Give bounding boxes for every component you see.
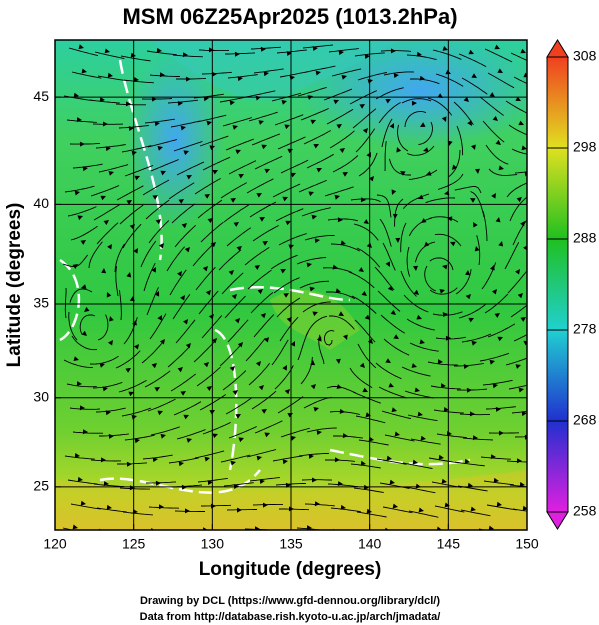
y-tick-label: 45 — [33, 88, 49, 104]
x-tick-label: 150 — [515, 536, 539, 552]
colorbar-label: 268 — [573, 412, 597, 428]
x-tick-label: 130 — [201, 536, 225, 552]
x-tick-label: 140 — [358, 536, 382, 552]
footer-line: Data from http://database.rish.kyoto-u.a… — [140, 611, 441, 623]
streamlines — [62, 44, 527, 530]
colorbar-cap — [546, 511, 569, 530]
footer-line: Drawing by DCL (https://www.gfd-dennou.o… — [140, 595, 440, 607]
land — [270, 290, 360, 350]
x-tick-label: 135 — [279, 536, 303, 552]
x-tick-label: 125 — [122, 536, 146, 552]
colorbar-label: 278 — [573, 321, 597, 337]
colorbar-label: 308 — [573, 48, 597, 64]
colorbar-label: 298 — [573, 139, 597, 155]
x-axis-label: Longitude (degrees) — [199, 559, 382, 580]
colorbar-label: 288 — [573, 230, 597, 246]
y-tick-label: 25 — [33, 478, 49, 494]
colorbar-cap — [546, 39, 569, 58]
colorbar-label: 258 — [573, 503, 597, 519]
x-tick-label: 145 — [437, 536, 461, 552]
x-tick-label: 120 — [43, 536, 67, 552]
isotherm — [59, 59, 471, 494]
title: MSM 06Z25Apr2025 (1013.2hPa) — [122, 4, 457, 29]
y-tick-label: 35 — [33, 295, 49, 311]
y-axis-label: Latitude (degrees) — [4, 203, 25, 368]
y-tick-label: 40 — [33, 195, 49, 211]
field — [55, 40, 527, 530]
colorbar — [546, 56, 569, 513]
y-tick-label: 30 — [33, 388, 49, 404]
